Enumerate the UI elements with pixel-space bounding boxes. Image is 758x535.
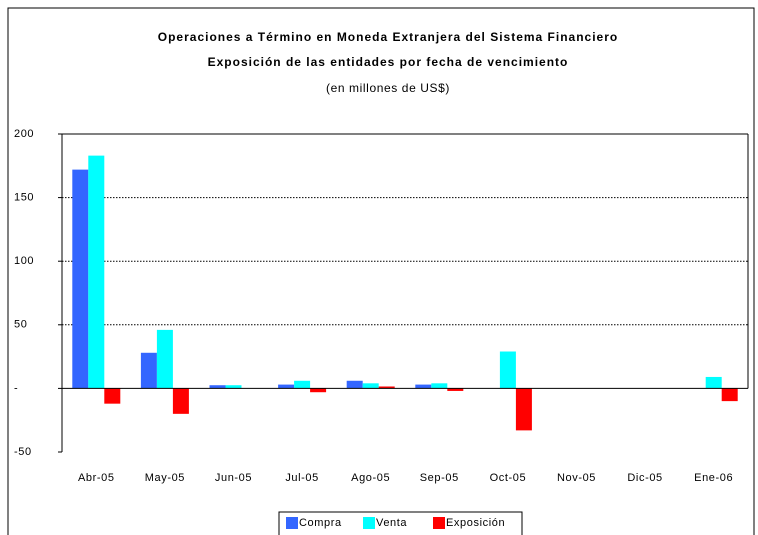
chart-note: (en millones de US$) [326,81,450,95]
x-tick-label: Ago-05 [351,472,390,484]
bar [72,169,89,389]
bar [515,388,532,431]
bar [140,352,157,389]
bar [346,380,363,389]
bar [278,384,295,389]
legend-box [278,511,523,535]
x-tick-label: Oct-05 [490,472,527,484]
legend-swatch [286,517,298,529]
x-tick-label: Jul-05 [285,472,319,484]
legend-label: Venta [376,517,407,529]
bar [225,385,242,389]
x-tick-label: Dic-05 [627,472,662,484]
x-tick-label: Nov-05 [557,472,596,484]
x-tick-label: May-05 [145,472,185,484]
legend-label: Compra [299,517,342,529]
bar [156,329,173,389]
bar [172,388,189,414]
y-tick-label: 50 [14,319,27,331]
legend-label: Exposición [446,517,505,529]
x-tick-label: Ene-06 [694,472,733,484]
bar [88,155,105,389]
bar [104,388,121,404]
chart-subtitle: Exposición de las entidades por fecha de… [208,55,569,69]
x-tick-label: Abr-05 [78,472,115,484]
bar [447,388,464,391]
bar [499,351,516,389]
chart-title: Operaciones a Término en Moneda Extranje… [158,30,618,44]
bar [209,385,226,389]
x-tick-label: Jun-05 [215,472,252,484]
bar [415,384,432,389]
bar [721,388,738,402]
bar [378,386,395,389]
y-tick-label: 200 [14,128,34,140]
y-tick-label: 150 [14,192,34,204]
bar [705,376,722,389]
legend-swatch [433,517,445,529]
bar [431,383,448,389]
legend-swatch [363,517,375,529]
chart-frame [7,7,755,535]
bar [294,380,311,389]
bar [362,383,379,389]
plot-area [62,134,748,452]
y-tick-label: 100 [14,255,34,267]
x-tick-label: Sep-05 [420,472,459,484]
y-tick-label: - [14,382,18,394]
bar [310,388,327,393]
y-tick-label: -50 [14,446,32,458]
